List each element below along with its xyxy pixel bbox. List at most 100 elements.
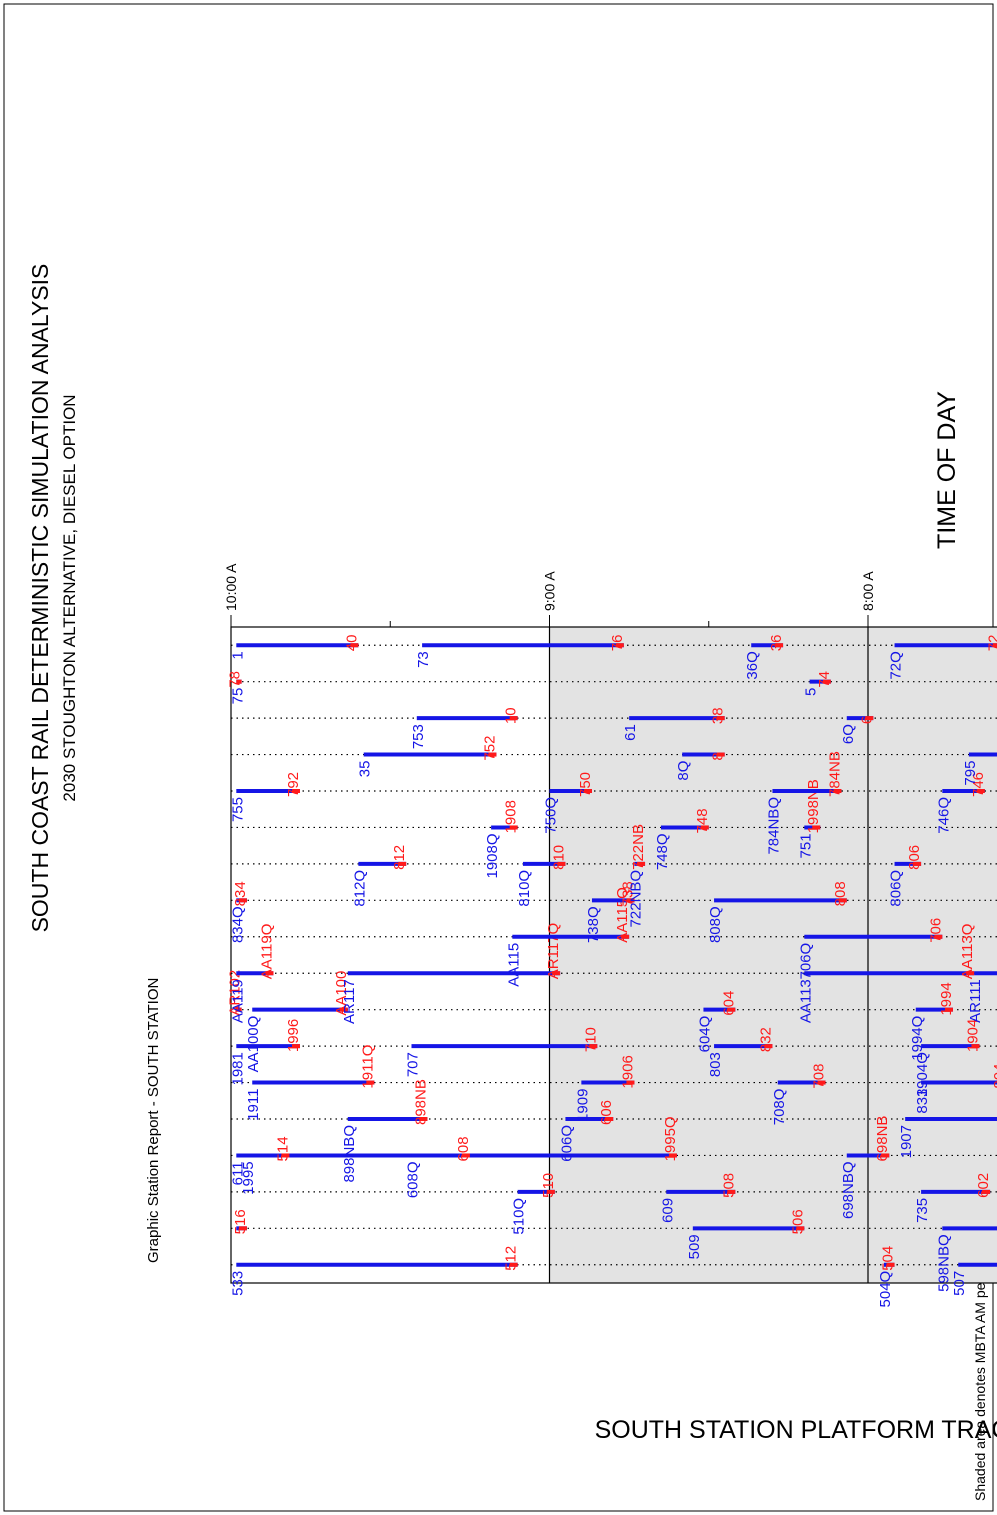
occupancy-bar-group: 808 808Q [707, 881, 849, 943]
occupancy-bar-group: 34795 [962, 752, 997, 786]
arrival-train-label: 1994 [938, 982, 955, 1015]
departure-train-label: 810Q [516, 870, 533, 907]
departure-train-label: 812Q [351, 870, 368, 907]
departure-train-label: 35 [357, 761, 374, 778]
departure-train-label: 746Q [935, 797, 952, 834]
departure-train-label: 750Q [543, 797, 560, 834]
footnote: Shaded area denotes MBTA AM peak period. [972, 1221, 988, 1501]
occupancy-bar-group: 710 707 [404, 1027, 599, 1077]
occupancy-bar-group: 746 746Q [935, 772, 986, 834]
arrival-train-label: 1904 [964, 1019, 981, 1052]
occupancy-bar-group: 1994 1994Q [909, 982, 955, 1060]
arrival-train-label: 506 [789, 1209, 806, 1234]
occupancy-bar-group: 72 72Q [888, 635, 997, 680]
arrival-train-label: 604 [720, 991, 737, 1016]
x-tick-label: 8:00 A [860, 571, 876, 611]
occupancy-bar-group: 810 810Q [516, 845, 567, 907]
occupancy-bar-group: 36 36Q [744, 635, 785, 680]
departure-train-label: 604Q [696, 1016, 713, 1053]
departure-train-label: 708Q [771, 1089, 788, 1126]
arrival-train-label: AR102 [227, 970, 244, 1016]
occupancy-bar-group: 40 1 [229, 635, 360, 660]
arrival-train-label: 504 [880, 1246, 897, 1271]
arrival-train-label: 38 [710, 707, 727, 724]
occupancy-bar-group: 698NB 698NBQ [840, 1116, 891, 1219]
x-axis-label: TIME OF DAY [933, 391, 961, 549]
occupancy-bar-group: 598NB598NBQ [935, 1226, 997, 1292]
arrival-train-label: 1995Q [662, 1116, 679, 1161]
occupancy-bar-group: AR102 [227, 970, 244, 1016]
occupancy-bar-group: 792 755 [229, 772, 302, 822]
occupancy-bar-group: 1996 1981 [229, 1019, 302, 1086]
departure-train-label: 606Q [558, 1125, 575, 1162]
occupancy-bar-group: 706 706Q [797, 918, 944, 980]
arrival-train-label: 746 [970, 772, 987, 797]
occupancy-bar-group: 514 611 [229, 1136, 291, 1185]
arrival-train-label: 78 [227, 671, 244, 688]
occupancy-bar-group: 784NB 784NBQ [765, 751, 843, 854]
departure-train-label: 1994Q [909, 1016, 926, 1061]
arrival-train-label: 76 [609, 635, 626, 652]
arrival-train-label: 74 [816, 671, 833, 688]
occupancy-bar-group: 66Q [840, 716, 876, 744]
arrival-train-label: 1906 [619, 1055, 636, 1088]
departure-train-label: 738Q [585, 906, 602, 943]
arrival-train-label: 602 [975, 1173, 992, 1198]
occupancy-bar-group: 748 748Q [654, 808, 711, 870]
departure-train-label: 507 [951, 1271, 968, 1296]
departure-train-label: 1908Q [484, 833, 501, 878]
x-tick-label: 10:00 A [223, 563, 239, 611]
report-label: Graphic Station Report - SOUTH STATION [145, 978, 162, 1263]
departure-train-label: 533 [229, 1271, 246, 1296]
occupancy-bar-group: 1906 1909 [574, 1055, 636, 1122]
occupancy-bar-group: 1904 1904Q [914, 1019, 981, 1097]
occupancy-bar-group: 708 708Q [771, 1064, 828, 1126]
occupancy-bar-group: 10 753 [410, 707, 520, 749]
occupancy-bar-group: 510 510Q [511, 1173, 557, 1235]
arrival-train-label: 512 [503, 1246, 520, 1271]
occupancy-bar-group: 738 738Q [585, 881, 636, 943]
arrival-train-label: 808 [832, 881, 849, 906]
departure-train-label: AA115 [505, 943, 522, 987]
occupancy-bar-group: 752 35 [357, 736, 499, 778]
departure-train-label: 898NBQ [341, 1125, 358, 1183]
departure-train-label: AR117 [341, 979, 358, 1024]
occupancy-bar-group: 604 604Q [696, 991, 737, 1053]
departure-train-label: 36Q [744, 651, 761, 679]
occupancy-bar-group: 76 73 [415, 635, 626, 668]
occupancy-bar-group: AR111 [967, 971, 997, 1023]
arrival-train-label: 698NB [874, 1116, 891, 1162]
arrival-train-label: 752 [481, 736, 498, 761]
occupancy-bar-group: 1911Q 1911 [245, 1045, 376, 1121]
arrival-train-label: 898NB [412, 1079, 429, 1125]
departure-train-label: 1907 [898, 1125, 915, 1158]
arrival-train-label: 40 [343, 635, 360, 652]
departure-train-label: 806Q [888, 870, 905, 907]
departure-train-label: 795 [962, 761, 979, 786]
arrival-train-label: 722NB [630, 824, 647, 870]
arrival-train-label: 10 [503, 707, 520, 724]
departure-train-label: 504Q [877, 1271, 894, 1308]
departure-train-label: 5 [803, 688, 820, 696]
occupancy-bar-group: 745 [803, 671, 833, 696]
arrival-train-label: 812 [391, 845, 408, 870]
arrival-train-label: 608 [455, 1136, 472, 1161]
departure-train-label: 510Q [511, 1198, 528, 1235]
occupancy-bar-group: AA113Q AA113 [797, 924, 976, 1024]
departure-train-label: 6Q [840, 724, 857, 744]
departure-train-label: 753 [410, 724, 427, 749]
departure-train-label: 706Q [797, 943, 814, 980]
arrival-train-label: 832 [757, 1027, 774, 1052]
occupancy-bar-group: 508 609 [659, 1173, 737, 1223]
occupancy-bar-group: 19921907 [898, 1117, 997, 1158]
departure-train-label: 755 [229, 797, 246, 822]
arrival-train-label: 706 [927, 918, 944, 943]
occupancy-bar-group: 512 533 [229, 1246, 519, 1296]
